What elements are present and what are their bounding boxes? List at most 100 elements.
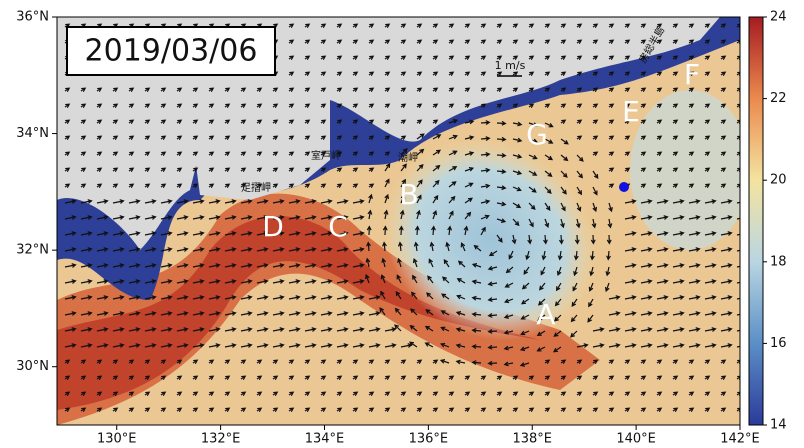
vector: [471, 311, 482, 317]
vector: [256, 247, 269, 252]
vector: [425, 309, 434, 316]
vector: [304, 279, 317, 284]
vector: [336, 327, 349, 332]
vector: [240, 135, 247, 141]
x-tick-label: 142°E: [720, 432, 760, 447]
place-label: 室戸岬: [311, 149, 341, 162]
vector: [487, 328, 498, 334]
vector: [704, 151, 711, 157]
vector: [224, 343, 237, 348]
vector: [736, 345, 740, 348]
vector: [240, 231, 253, 236]
vector: [288, 359, 295, 365]
vector: [624, 359, 631, 365]
vector: [688, 343, 701, 348]
vector: [445, 241, 451, 252]
vector: [272, 407, 279, 413]
vector: [80, 295, 93, 300]
vector: [416, 209, 421, 220]
vector: [320, 391, 327, 397]
vector: [64, 135, 71, 141]
vector: [272, 359, 279, 365]
vector: [496, 391, 503, 397]
vector: [640, 279, 653, 284]
vector: [352, 119, 359, 125]
vector: [704, 375, 711, 381]
vector: [720, 407, 727, 413]
vector: [96, 215, 109, 220]
vector: [80, 167, 87, 173]
vector: [96, 343, 109, 348]
vector: [240, 87, 247, 93]
vector: [176, 87, 183, 93]
vector: [368, 295, 381, 300]
vector: [441, 293, 450, 300]
vector: [144, 247, 157, 252]
vector: [431, 225, 436, 236]
vector: [288, 407, 295, 413]
vector: [397, 241, 403, 252]
vector: [80, 87, 87, 93]
vector: [64, 279, 77, 284]
vector: [224, 151, 231, 157]
vector: [64, 375, 71, 381]
vector: [560, 87, 567, 93]
vector: [384, 162, 391, 172]
vector: [487, 297, 498, 303]
vector: [160, 231, 173, 236]
colorbar: [748, 16, 764, 426]
vector: [572, 282, 578, 292]
vector: [240, 215, 253, 220]
vector: [573, 250, 579, 261]
vector: [480, 407, 487, 413]
vector: [520, 330, 530, 336]
vector: [413, 241, 419, 252]
vector: [480, 55, 487, 61]
vector: [128, 263, 141, 268]
vector: [64, 151, 71, 157]
vector: [160, 87, 167, 93]
vector: [399, 209, 405, 220]
vector: [540, 266, 546, 276]
vector: [112, 375, 119, 381]
vector: [64, 295, 77, 300]
vector: [368, 343, 381, 348]
vector: [536, 330, 546, 336]
vector: [320, 295, 333, 300]
vector: [672, 135, 679, 141]
vector: [384, 103, 391, 109]
vector: [720, 23, 727, 29]
vector: [336, 407, 343, 413]
vector: [736, 407, 740, 413]
vector: [448, 166, 458, 172]
vector: [288, 391, 295, 397]
vector: [192, 103, 199, 109]
vector: [112, 279, 125, 284]
vector: [552, 346, 562, 353]
vector: [448, 210, 454, 220]
vector: [672, 39, 679, 45]
vector: [352, 295, 365, 300]
vector: [336, 359, 343, 365]
vector: [592, 343, 605, 348]
vector: [590, 250, 595, 261]
vector: [224, 359, 231, 365]
vector: [208, 231, 221, 236]
vector: [224, 375, 231, 381]
vector: [400, 407, 407, 413]
vector: [384, 23, 391, 29]
vector: [720, 151, 727, 157]
vector: [352, 23, 359, 29]
vector: [224, 167, 231, 173]
colorbar-tick-label: 18: [770, 254, 787, 269]
vector: [592, 186, 598, 196]
vector: [720, 231, 733, 236]
vector: [192, 407, 199, 413]
vector: [464, 55, 471, 61]
vector: [464, 197, 473, 204]
vector: [448, 391, 455, 397]
vector: [688, 295, 701, 300]
vector: [576, 39, 583, 45]
vector: [720, 375, 727, 381]
vector: [471, 328, 482, 333]
